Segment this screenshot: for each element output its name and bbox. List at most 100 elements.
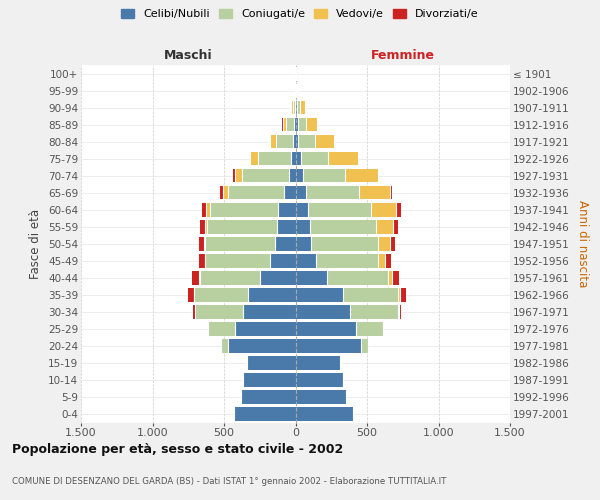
Bar <box>300 101 305 114</box>
Bar <box>296 390 346 404</box>
Bar <box>383 322 384 336</box>
Bar <box>204 237 205 250</box>
Bar <box>315 135 334 148</box>
Bar <box>278 203 296 216</box>
Bar <box>296 339 361 352</box>
Bar <box>378 169 379 182</box>
Bar <box>210 203 278 216</box>
Bar <box>200 271 260 284</box>
Bar <box>361 339 368 352</box>
Bar <box>199 254 205 268</box>
Bar <box>283 118 286 132</box>
Bar <box>270 135 276 148</box>
Bar <box>275 237 296 250</box>
Bar <box>284 186 296 200</box>
Bar <box>398 288 400 302</box>
Bar <box>310 220 376 234</box>
Bar <box>316 254 379 268</box>
Bar <box>296 220 310 234</box>
Bar <box>296 152 301 166</box>
Bar <box>295 101 296 114</box>
Bar <box>220 186 223 200</box>
Bar <box>359 186 390 200</box>
Bar <box>296 135 298 148</box>
Bar <box>298 118 305 132</box>
Text: Maschi: Maschi <box>164 48 212 62</box>
Bar <box>400 288 406 302</box>
Bar <box>259 152 291 166</box>
Bar <box>242 305 296 318</box>
Bar <box>199 237 204 250</box>
Bar <box>305 118 317 132</box>
Bar <box>242 169 289 182</box>
Bar <box>296 169 304 182</box>
Text: COMUNE DI DESENZANO DEL GARDA (BS) - Dati ISTAT 1° gennaio 2002 - Elaborazione T: COMUNE DI DESENZANO DEL GARDA (BS) - Dat… <box>12 477 446 486</box>
Bar <box>234 407 296 421</box>
Bar <box>388 271 392 284</box>
Bar <box>390 186 392 200</box>
Bar <box>248 288 296 302</box>
Bar <box>286 118 294 132</box>
Bar <box>289 169 296 182</box>
Bar <box>358 152 359 166</box>
Bar <box>221 339 228 352</box>
Bar <box>194 288 248 302</box>
Bar <box>296 288 343 302</box>
Bar <box>260 271 296 284</box>
Bar <box>241 390 296 404</box>
Bar <box>296 407 353 421</box>
Bar <box>304 169 345 182</box>
Bar <box>235 322 296 336</box>
Bar <box>270 254 296 268</box>
Bar <box>296 237 311 250</box>
Bar <box>378 237 390 250</box>
Bar <box>296 84 298 98</box>
Bar <box>394 220 398 234</box>
Bar <box>296 305 350 318</box>
Bar <box>228 186 284 200</box>
Bar <box>196 305 242 318</box>
Bar <box>327 271 388 284</box>
Bar <box>297 101 300 114</box>
Bar <box>246 356 247 370</box>
Bar <box>294 118 296 132</box>
Bar <box>247 356 296 370</box>
Bar <box>356 322 383 336</box>
Bar <box>296 118 298 132</box>
Bar <box>400 305 401 318</box>
Bar <box>379 254 385 268</box>
Bar <box>392 271 400 284</box>
Y-axis label: Anni di nascita: Anni di nascita <box>576 200 589 288</box>
Bar <box>397 203 401 216</box>
Text: Popolazione per età, sesso e stato civile - 2002: Popolazione per età, sesso e stato civil… <box>12 442 343 456</box>
Bar <box>205 237 275 250</box>
Bar <box>385 254 391 268</box>
Bar <box>301 152 328 166</box>
Bar <box>293 135 296 148</box>
Bar <box>376 220 394 234</box>
Bar <box>345 169 378 182</box>
Bar <box>293 101 295 114</box>
Bar <box>390 237 395 250</box>
Bar <box>340 356 341 370</box>
Bar <box>328 152 358 166</box>
Bar <box>296 254 316 268</box>
Bar <box>371 203 397 216</box>
Bar <box>276 135 293 148</box>
Bar <box>296 186 306 200</box>
Bar <box>308 203 371 216</box>
Bar <box>291 152 296 166</box>
Legend: Celibi/Nubili, Coniugati/e, Vedovi/e, Divorziati/e: Celibi/Nubili, Coniugati/e, Vedovi/e, Di… <box>118 6 482 22</box>
Bar <box>205 220 207 234</box>
Bar <box>208 322 235 336</box>
Bar <box>298 135 315 148</box>
Bar <box>277 220 296 234</box>
Bar <box>206 203 210 216</box>
Bar <box>296 356 340 370</box>
Bar <box>343 288 398 302</box>
Y-axis label: Fasce di età: Fasce di età <box>29 208 43 279</box>
Bar <box>202 203 206 216</box>
Bar <box>296 203 308 216</box>
Bar <box>296 271 327 284</box>
Bar <box>250 152 259 166</box>
